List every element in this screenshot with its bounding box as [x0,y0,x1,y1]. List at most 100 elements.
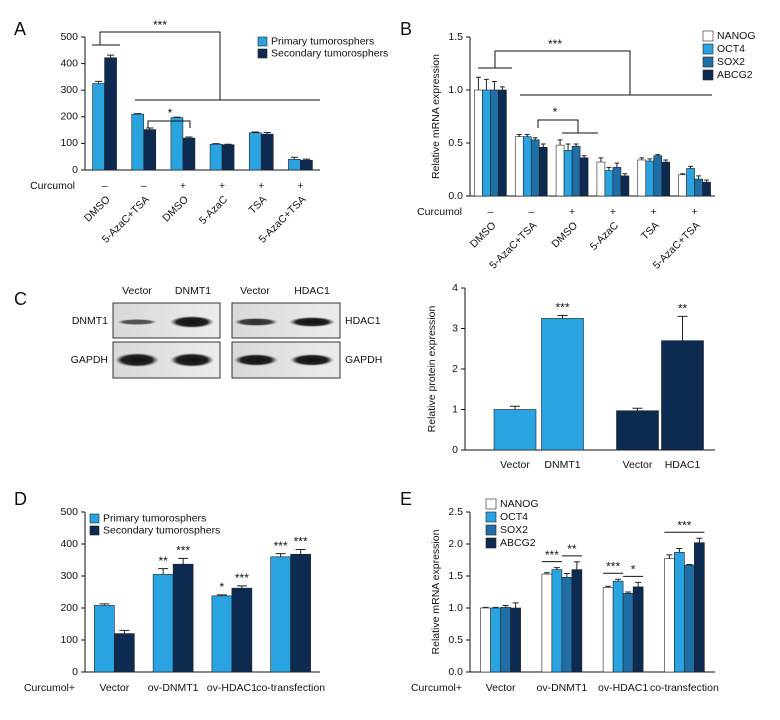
legend-label: NANOG [717,30,756,42]
error-bar [696,537,703,543]
bar [686,168,695,197]
error-bar [666,554,673,559]
panel-label: B [400,19,412,39]
x-tick-label: Vector [623,459,653,471]
bar [474,89,483,197]
error-bar [557,139,563,146]
x-tick-label: DNMT1 [544,459,580,471]
annotation: * [220,580,225,594]
bar [170,117,184,171]
error-bar [275,553,286,557]
blot-column: HDAC1 [294,285,330,297]
axis-line [469,37,715,197]
x-tick-label: 5-AzaC [197,193,231,227]
bar [522,136,532,197]
annotation: *** [555,301,569,315]
bar [131,113,145,171]
legend-swatch [702,69,714,81]
blot-row: DNMT1 [72,315,108,327]
error-bar [655,154,661,156]
error-bar [622,173,628,176]
legend-label: NANOG [500,498,539,510]
bar [114,633,135,673]
y-tick-label: 200 [60,602,78,614]
y-tick-label: 1.5 [448,31,463,43]
annotation: *** [153,18,167,32]
error-bar [492,81,497,90]
error-bar [704,179,709,183]
error-bar [178,557,189,565]
error-bar [263,131,271,135]
error-bar [625,591,632,594]
error-bar [224,143,232,145]
y-tick-label: 1 [452,403,458,415]
legend-swatch [89,513,100,524]
bar [260,133,274,171]
y-tick-label: 300 [60,570,78,582]
legend-label: SOX2 [717,56,745,68]
panel-label: D [14,489,27,509]
bar [152,574,174,673]
error-bar [290,156,299,160]
y-tick-label: 1.0 [448,84,463,96]
error-bar [639,157,645,160]
x-tick-label: Vector [486,682,516,694]
y-tick-label: 0.5 [448,137,463,149]
bar [551,569,563,673]
y-tick-label: 200 [60,111,78,123]
error-bar [565,143,571,151]
legend-swatch [89,525,100,536]
error-bar [146,127,154,130]
western-blot: C Vector DNMT1 Vector HDAC1 DNMT1 GAPDH … [14,285,382,379]
error-bar [615,578,622,582]
bar [530,139,540,197]
y-tick-label: 400 [60,538,78,550]
row-value: + [569,206,575,218]
legend-label: Secondary tumorosphers [271,47,388,59]
bar [579,157,589,197]
bar [571,569,583,673]
bar [612,580,624,673]
bar [702,181,711,197]
bar [143,129,157,171]
row-value: – [528,206,534,218]
legend-label: Primary tumorosphers [271,35,374,47]
error-bar [516,134,522,137]
annotation: *** [545,548,559,562]
x-tick-label: DMSO [160,194,191,225]
bar [561,576,573,673]
error-bar [573,561,580,570]
row-label: Curcumol [30,180,75,192]
blot-column: Vector [240,285,270,297]
annotation: * [553,105,558,119]
bar [538,146,548,197]
x-tick-label: co-transfection [256,682,325,694]
bar [653,155,663,197]
error-bar [557,315,568,319]
error-bar [185,136,193,139]
band [170,353,214,367]
bar [616,410,659,451]
annotation: * [631,563,636,577]
error-bar [677,315,688,341]
error-bar [635,581,642,587]
y-tick-label: 400 [60,57,78,69]
band [234,318,278,326]
error-bar [573,143,579,147]
y-tick-label: 300 [60,84,78,96]
band [170,316,214,328]
error-bar [553,567,560,570]
row-value: + [219,180,225,192]
annotation: *** [294,535,308,549]
y-tick-label: 3 [452,322,458,334]
error-bar [540,143,546,148]
y-tick-label: 1.0 [448,602,463,614]
bar [482,89,491,197]
band [115,353,159,367]
bar [211,595,233,673]
error-bar [686,563,693,566]
error-bar [216,594,227,596]
bar [555,144,565,197]
annotation: * [168,106,173,120]
blot-row: GAPDH [71,354,108,366]
